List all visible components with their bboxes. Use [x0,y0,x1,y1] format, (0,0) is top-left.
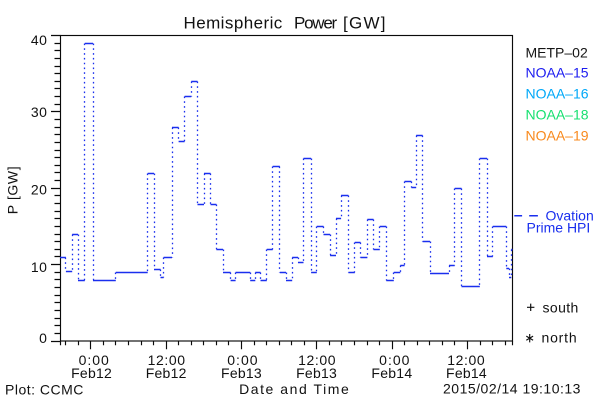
svg-text:Feb14: Feb14 [446,365,487,381]
svg-text:Plot: CCMC: Plot: CCMC [5,382,84,398]
svg-text:Feb12: Feb12 [71,365,112,381]
svg-text:Feb13: Feb13 [221,365,262,381]
svg-text:Date and Time: Date and Time [239,381,350,397]
svg-text:40: 40 [31,32,48,48]
svg-text:30: 30 [31,104,48,120]
svg-text:NOAA–15: NOAA–15 [526,65,589,81]
svg-text:12:00: 12:00 [447,352,485,368]
svg-text:0:00: 0:00 [79,352,110,368]
svg-text:Power: Power [294,13,338,32]
svg-text:Feb12: Feb12 [146,365,187,381]
svg-text:0:00: 0:00 [379,352,410,368]
svg-text:10: 10 [31,259,48,275]
svg-text:NOAA–16: NOAA–16 [526,86,589,102]
svg-text:Prime HPI: Prime HPI [527,220,591,236]
svg-text:12:00: 12:00 [298,352,336,368]
svg-text:METP–02: METP–02 [526,45,588,61]
svg-text:Ovation: Ovation [546,208,594,224]
svg-text:Feb13: Feb13 [296,365,337,381]
svg-text:0:00: 0:00 [227,352,258,368]
svg-text:20: 20 [31,182,48,198]
svg-text:[GW]: [GW] [343,13,387,32]
svg-text:south: south [543,300,579,316]
svg-text:NOAA–18: NOAA–18 [526,107,589,123]
svg-text:0: 0 [39,330,47,346]
svg-text:Feb14: Feb14 [371,365,412,381]
svg-text:P [GW]: P [GW] [5,166,21,214]
svg-text:NOAA–19: NOAA–19 [526,128,589,144]
svg-text:2015/02/14 19:10:13: 2015/02/14 19:10:13 [443,381,581,397]
svg-text:12:00: 12:00 [148,352,186,368]
svg-text:Hemispheric: Hemispheric [184,13,283,32]
svg-text:north: north [542,330,578,346]
